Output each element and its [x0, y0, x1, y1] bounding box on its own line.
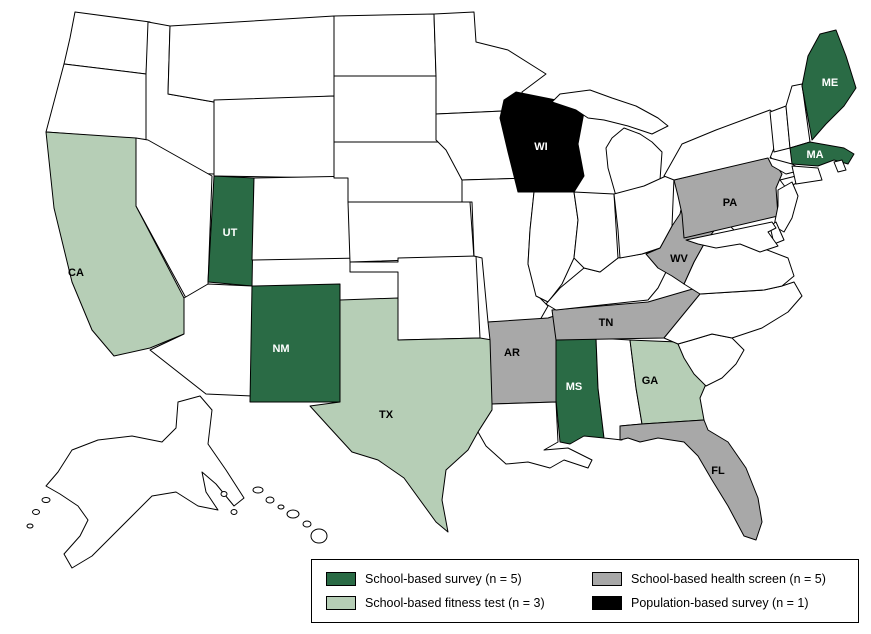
state-label-ms: MS: [566, 381, 583, 393]
state-md: [685, 221, 779, 253]
map-legend: School-based survey (n = 5) School-based…: [311, 559, 859, 623]
state-label-fl: FL: [711, 465, 725, 477]
state-nh: [785, 83, 811, 149]
state-label-tn: TN: [599, 317, 614, 329]
state-label-ar: AR: [504, 347, 520, 359]
state-or: [45, 63, 153, 141]
state-ri: [833, 159, 847, 173]
state-label-ma: MA: [806, 149, 823, 161]
state-ct: [791, 165, 823, 185]
state-oh: [613, 175, 675, 259]
state-wa: [63, 11, 151, 75]
state-label-nm: NM: [272, 343, 289, 355]
legend-swatch-population-survey: [592, 596, 622, 610]
state-hi: [252, 486, 328, 544]
state-mt: [167, 15, 335, 103]
legend-item-health-screen: School-based health screen (n = 5): [592, 572, 844, 586]
legend-label-fitness-test: School-based fitness test (n = 3): [365, 596, 545, 610]
legend-label-health-screen: School-based health screen (n = 5): [631, 572, 826, 586]
state-label-ca: CA: [68, 267, 84, 279]
state-label-tx: TX: [379, 409, 394, 421]
legend-swatch-health-screen: [592, 572, 622, 586]
state-la: [477, 401, 593, 469]
state-label-me: ME: [822, 77, 839, 89]
state-label-pa: PA: [723, 197, 738, 209]
state-mn: [433, 11, 547, 115]
state-ma: [789, 141, 855, 167]
state-ak: [26, 395, 245, 569]
state-tx: [309, 297, 495, 533]
state-labels: CA UT NM TX AR MS TN GA FL WV PA WI ME M…: [68, 77, 838, 477]
state-nm: [249, 283, 341, 403]
state-me: [801, 29, 857, 141]
state-nd: [333, 13, 437, 77]
state-az: [149, 283, 253, 397]
legend-label-school-survey: School-based survey (n = 5): [365, 572, 522, 586]
legend-item-school-survey: School-based survey (n = 5): [326, 572, 578, 586]
state-ar: [487, 313, 561, 405]
state-in: [573, 191, 619, 273]
state-wi: [499, 91, 585, 193]
state-sd: [333, 75, 441, 143]
state-label-wv: WV: [670, 253, 688, 265]
legend-item-fitness-test: School-based fitness test (n = 3): [326, 596, 578, 610]
legend-swatch-school-survey: [326, 572, 356, 586]
state-fl: [619, 419, 763, 541]
legend-swatch-fitness-test: [326, 596, 356, 610]
state-ks: [347, 201, 475, 263]
state-label-ut: UT: [223, 227, 238, 239]
legend-item-population-survey: Population-based survey (n = 1): [592, 596, 844, 610]
state-co: [251, 175, 363, 261]
state-label-wi: WI: [534, 141, 547, 153]
state-ny: [663, 109, 803, 181]
state-label-ga: GA: [642, 375, 659, 387]
state-wy: [213, 95, 335, 179]
legend-label-population-survey: Population-based survey (n = 1): [631, 596, 809, 610]
state-nj: [773, 181, 799, 233]
